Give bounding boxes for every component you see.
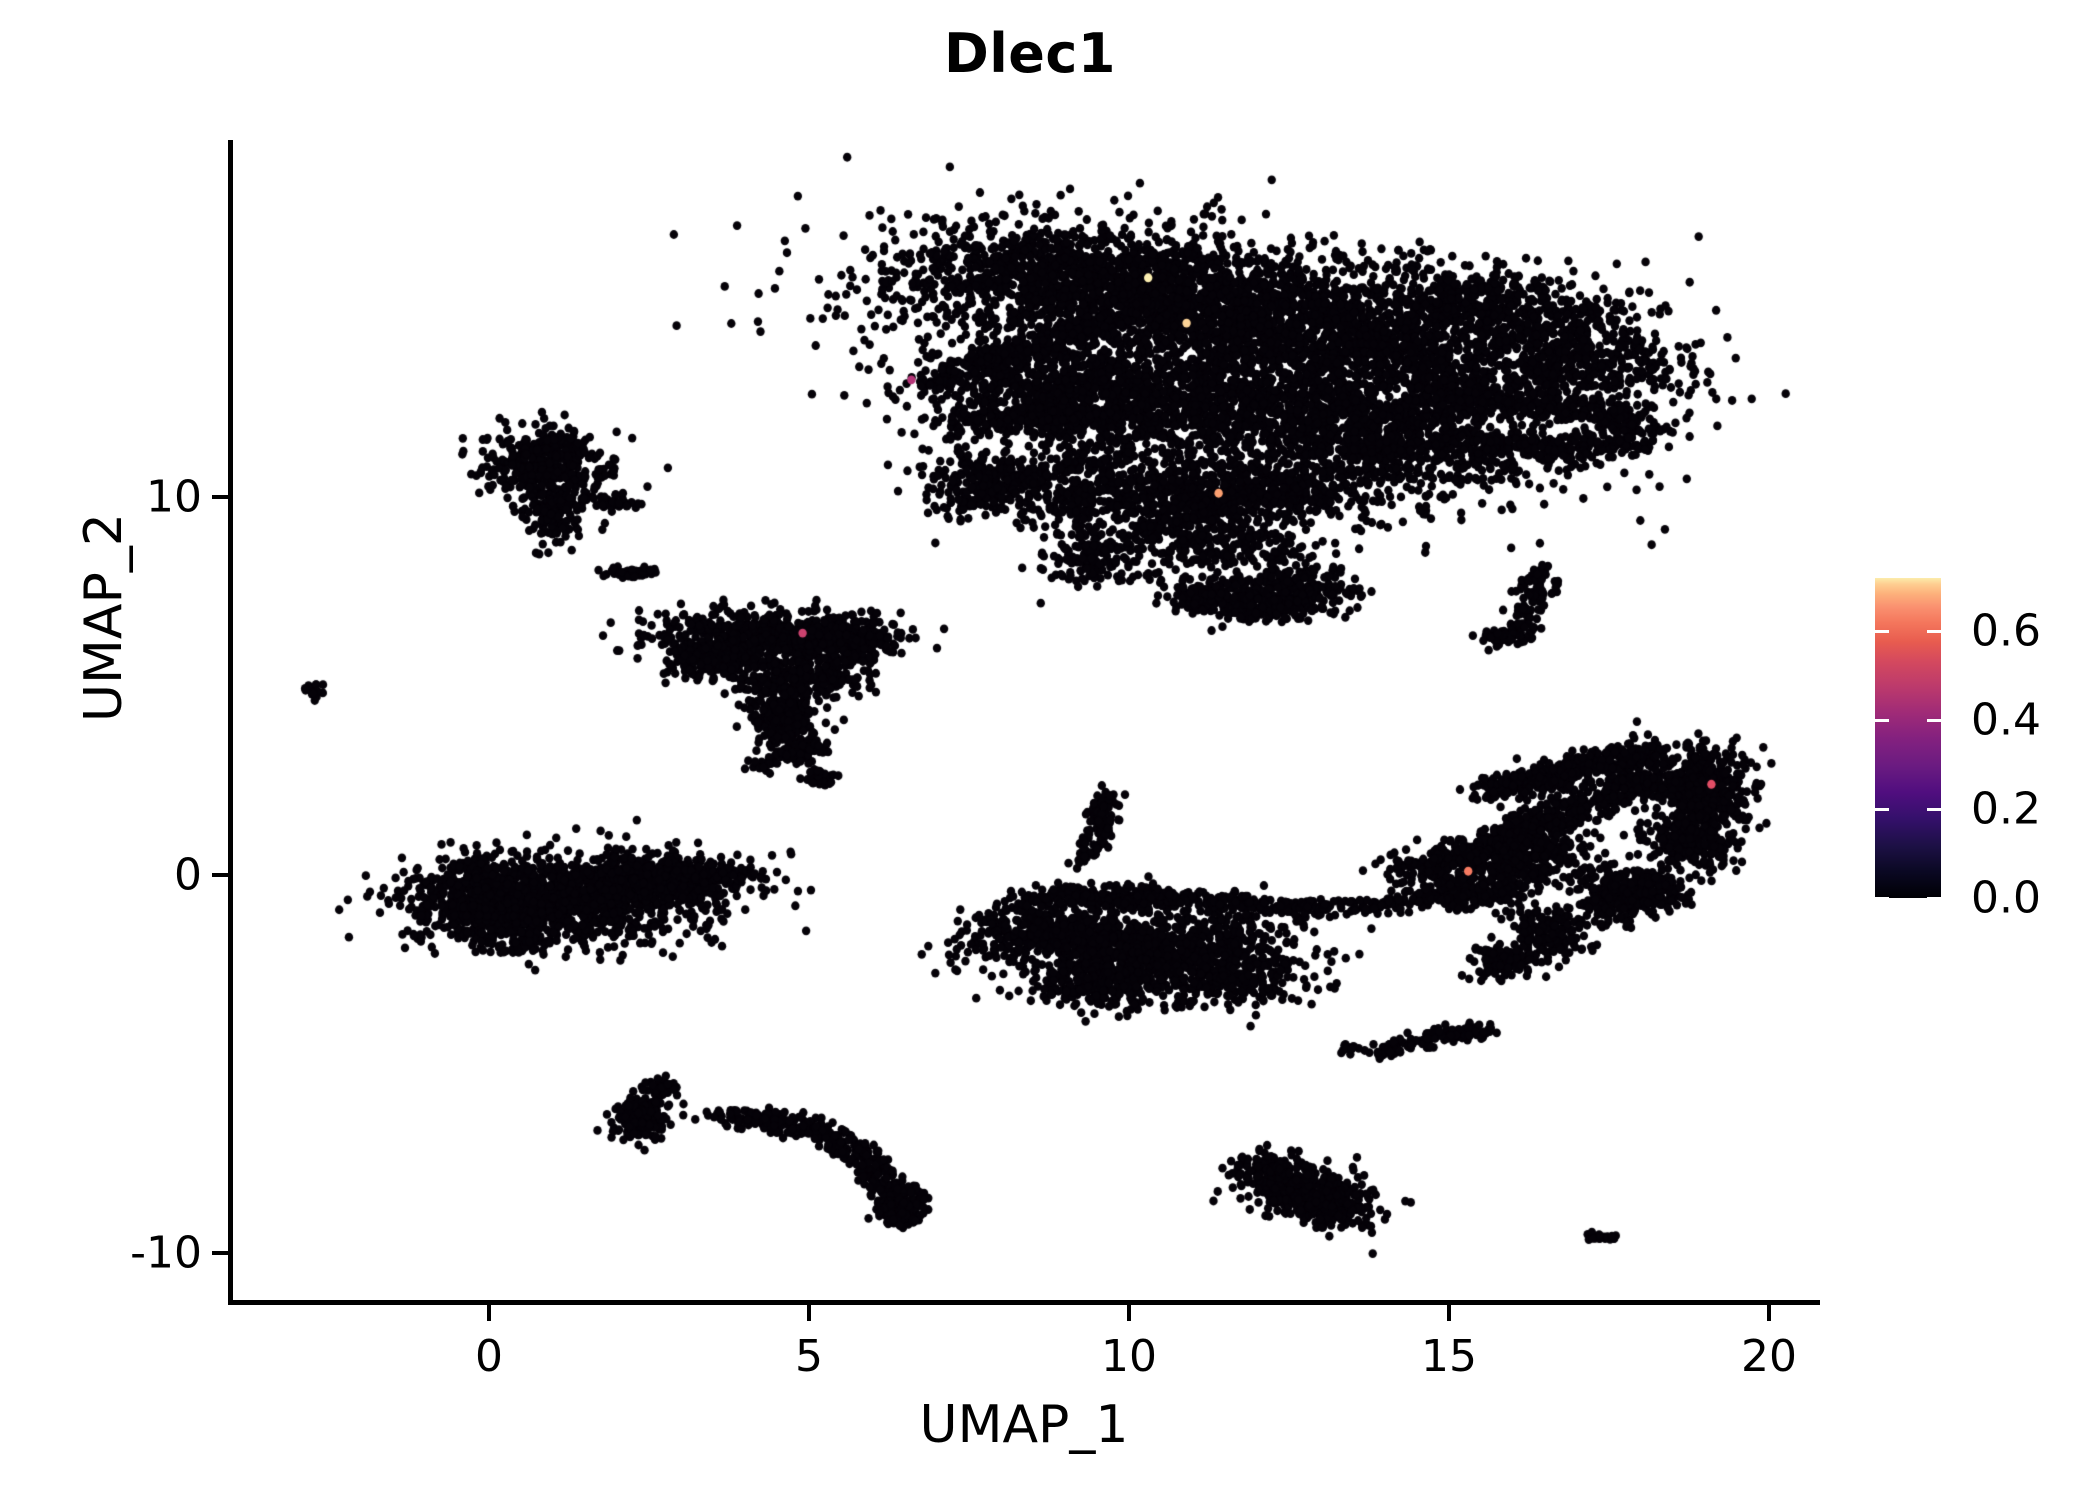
colorbar-tick-label: 0.2 <box>1971 783 2041 835</box>
colorbar-tick-mark <box>1927 630 1941 634</box>
x-tick-label: 5 <box>795 1331 823 1382</box>
colorbar-tick-label: 0.6 <box>1971 605 2041 657</box>
y-tick-mark <box>212 1251 228 1255</box>
x-tick-mark <box>1127 1305 1131 1321</box>
scatter-points-layer <box>233 140 1820 1300</box>
colorbar-tick-mark <box>1927 897 1941 900</box>
colorbar-gradient <box>1875 578 1941 898</box>
colorbar-tick-mark <box>1927 719 1941 723</box>
x-tick-mark <box>1767 1305 1771 1321</box>
plot-axes: 10 0 -10 0 5 10 15 20 <box>130 140 1820 1382</box>
axis-spine-left <box>228 140 233 1305</box>
x-tick-mark <box>1447 1305 1451 1321</box>
y-tick-mark <box>212 873 228 877</box>
x-tick-mark <box>807 1305 811 1321</box>
colorbar-tick-label: 0.0 <box>1971 872 2041 924</box>
axis-spine-bottom <box>228 1300 1820 1305</box>
x-tick-label: 20 <box>1741 1331 1797 1382</box>
y-tick-mark <box>212 495 228 499</box>
x-axis-label: UMAP_1 <box>919 1395 1129 1455</box>
colorbar-tick-mark <box>1875 630 1889 634</box>
x-tick-label: 10 <box>1101 1331 1157 1382</box>
y-tick-label: -10 <box>130 1227 202 1279</box>
x-tick-label: 0 <box>475 1331 503 1382</box>
x-tick-label: 15 <box>1421 1331 1477 1382</box>
colorbar-tick-mark <box>1875 808 1889 812</box>
y-axis-label-text: UMAP_2 <box>74 513 134 722</box>
colorbar-tick-mark <box>1927 808 1941 812</box>
colorbar-tick-mark <box>1875 719 1889 723</box>
colorbar-tick-label: 0.4 <box>1971 694 2041 746</box>
y-axis-label: UMAP_2 <box>74 513 134 722</box>
page-title: Dlec1 <box>943 22 1117 85</box>
colorbar-tick-mark <box>1875 897 1889 900</box>
y-tick-label: 0 <box>174 849 202 901</box>
x-tick-mark <box>487 1305 491 1321</box>
y-tick-label: 10 <box>146 471 202 523</box>
